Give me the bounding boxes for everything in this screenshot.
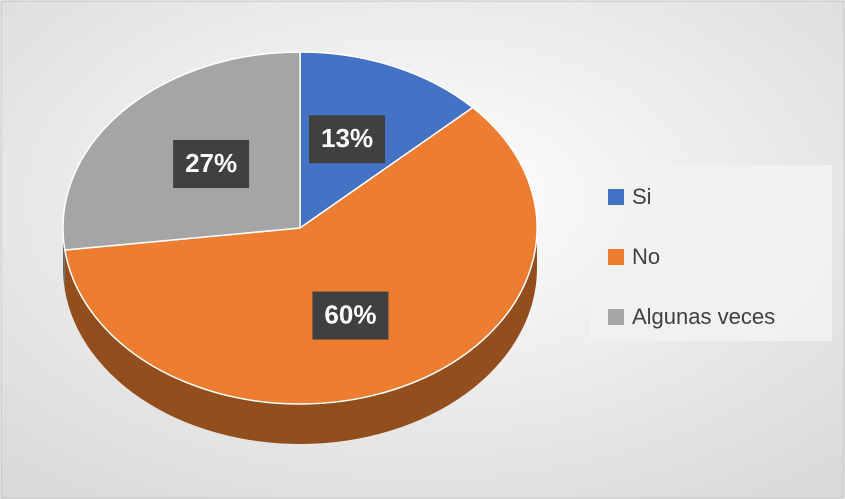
pie-side bbox=[64, 228, 538, 444]
legend-swatch bbox=[608, 249, 624, 265]
pie-slice bbox=[299, 51, 475, 230]
value-label-box bbox=[312, 291, 389, 340]
legend-label: No bbox=[632, 244, 660, 269]
legend-swatch bbox=[608, 309, 624, 325]
legend-label: Si bbox=[632, 184, 652, 209]
value-label: 27% bbox=[185, 148, 237, 178]
value-label: 60% bbox=[324, 299, 376, 329]
value-label: 13% bbox=[321, 123, 373, 153]
legend-label: Algunas veces bbox=[632, 304, 775, 329]
value-label-box bbox=[309, 115, 386, 164]
pie-slice bbox=[63, 106, 538, 405]
value-label-box bbox=[173, 139, 250, 188]
legend-box bbox=[590, 165, 832, 341]
legend-swatch bbox=[608, 189, 624, 205]
